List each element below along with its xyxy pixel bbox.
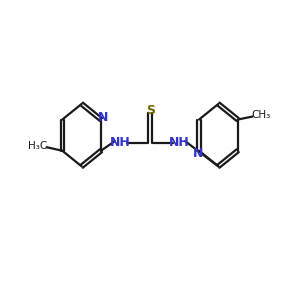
Text: N: N <box>98 111 109 124</box>
Text: N: N <box>192 147 203 160</box>
Text: CH₃: CH₃ <box>252 110 271 120</box>
Text: S: S <box>146 104 155 117</box>
Text: H₃C: H₃C <box>28 141 47 151</box>
Text: NH: NH <box>169 136 190 149</box>
Text: NH: NH <box>110 136 131 149</box>
